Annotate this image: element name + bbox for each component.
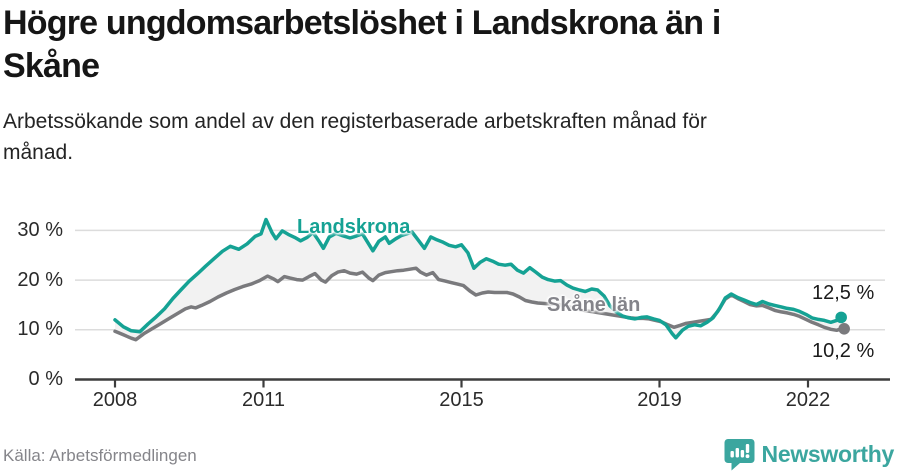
chart-subtitle-line-1: Arbetssökande som andel av den registerb… [3,110,707,133]
newsworthy-wordmark: Newsworthy [761,441,895,467]
newsworthy-brand: Newsworthy [724,438,894,471]
page-title-line-1: Högre ungdomsarbetslöshet i Landskrona ä… [3,4,721,42]
page-title: Högre ungdomsarbetslöshet i Landskrona ä… [3,2,893,88]
series-label-skane: Skåne län [547,294,641,316]
series-label-landskrona: Landskrona [297,216,411,238]
series-end-dot-skane [838,323,850,335]
chart-subtitle-line-2: månad. [3,141,74,164]
bar-chart-speech-bubble-icon [724,439,755,471]
series-end-dot-landskrona [835,311,847,324]
end-value-label-skane: 10,2 % [812,340,875,362]
source-text: Källa: Arbetsförmedlingen [3,446,197,465]
page-title-line-2: Skåne [3,47,100,85]
series-line-landskrona [113,217,843,340]
series-band-fill [115,219,842,340]
end-value-label-landskrona: 12,5 % [812,282,875,304]
chart-subtitle: Arbetssökande som andel av den registerb… [3,106,863,168]
